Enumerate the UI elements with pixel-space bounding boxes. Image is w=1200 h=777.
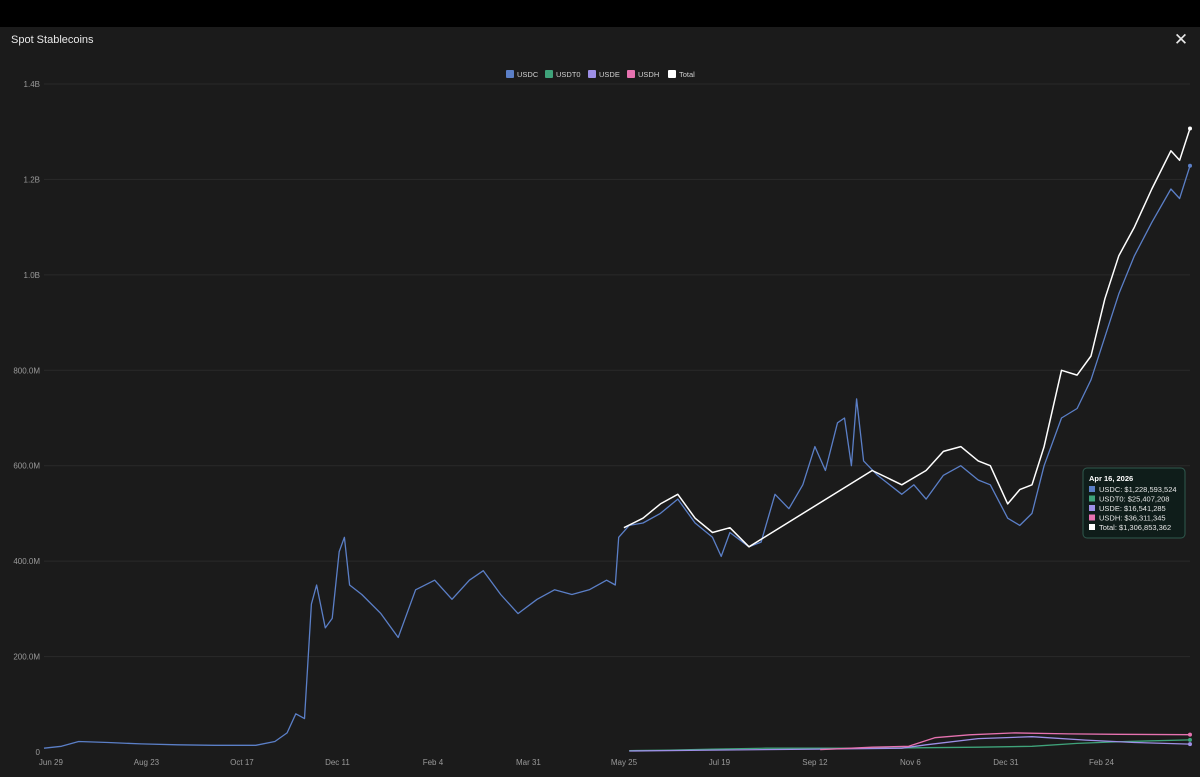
tooltip-swatch <box>1089 486 1095 492</box>
x-tick-label: Dec 11 <box>325 758 350 767</box>
y-tick-label: 600.0M <box>13 462 40 471</box>
x-tick-label: Aug 23 <box>134 758 160 767</box>
tooltip-row: USDH: $36,311,345 <box>1099 514 1166 523</box>
hover-point-usdc <box>1188 163 1192 168</box>
tooltip-date: Apr 16, 2026 <box>1089 474 1133 483</box>
x-tick-label: Sep 12 <box>802 758 828 767</box>
y-tick-label: 400.0M <box>13 557 40 566</box>
hover-point-total <box>1188 126 1192 131</box>
x-tick-label: May 25 <box>611 758 638 767</box>
x-tick-label: Feb 4 <box>423 758 444 767</box>
series-line-total <box>623 128 1191 548</box>
x-tick-label: Dec 31 <box>993 758 1019 767</box>
x-tick-label: Nov 6 <box>900 758 921 767</box>
chart-modal: Spot Stablecoins ✕ <box>0 27 1200 777</box>
tooltip-swatch <box>1089 524 1095 530</box>
close-icon[interactable]: ✕ <box>1173 30 1189 49</box>
legend-label-usde: USDE <box>599 70 620 79</box>
tooltip-swatch <box>1089 505 1095 511</box>
legend-label-usdc: USDC <box>517 70 539 79</box>
legend-swatch-usde <box>588 70 596 78</box>
x-tick-label: Mar 31 <box>516 758 541 767</box>
hover-point-usdt0 <box>1188 737 1192 742</box>
x-tick-label: Jun 29 <box>39 758 64 767</box>
series-line-usdh <box>820 732 1191 751</box>
legend-swatch-usdt0 <box>545 70 553 78</box>
legend-label-usdt0: USDT0 <box>556 70 581 79</box>
x-tick-label: Jul 19 <box>709 758 731 767</box>
modal-title: Spot Stablecoins <box>11 34 94 46</box>
y-tick-label: 1.4B <box>24 80 40 89</box>
hover-point-usdh <box>1188 732 1192 737</box>
y-tick-label: 200.0M <box>13 653 40 662</box>
y-tick-label: 1.2B <box>24 175 40 184</box>
tooltip-swatch <box>1089 495 1095 502</box>
legend-label-total: Total <box>679 70 695 79</box>
tooltip-row: USDE: $16,541,285 <box>1099 504 1166 513</box>
tooltip-box <box>1082 467 1186 539</box>
series-line-usdc <box>43 165 1191 749</box>
series-line-usde <box>629 736 1191 752</box>
legend-swatch-usdh <box>627 70 635 78</box>
x-tick-label: Feb 24 <box>1089 758 1114 767</box>
y-tick-label: 1.0B <box>24 271 40 280</box>
top-bar <box>0 0 1200 27</box>
y-tick-label: 0 <box>36 748 41 757</box>
tooltip-row: USDC: $1,228,593,524 <box>1099 485 1177 494</box>
legend-swatch-total <box>668 70 676 78</box>
hover-point-usde <box>1188 742 1192 747</box>
legend-label-usdh: USDH <box>638 70 659 79</box>
x-tick-label: Oct 17 <box>230 758 254 767</box>
tooltip-row: USDT0: $25,407,208 <box>1099 495 1169 504</box>
tooltip-row: Total: $1,306,853,362 <box>1099 523 1171 532</box>
legend-swatch-usdc <box>506 70 514 78</box>
tooltip-swatch <box>1089 514 1095 521</box>
y-tick-label: 800.0M <box>13 366 40 375</box>
